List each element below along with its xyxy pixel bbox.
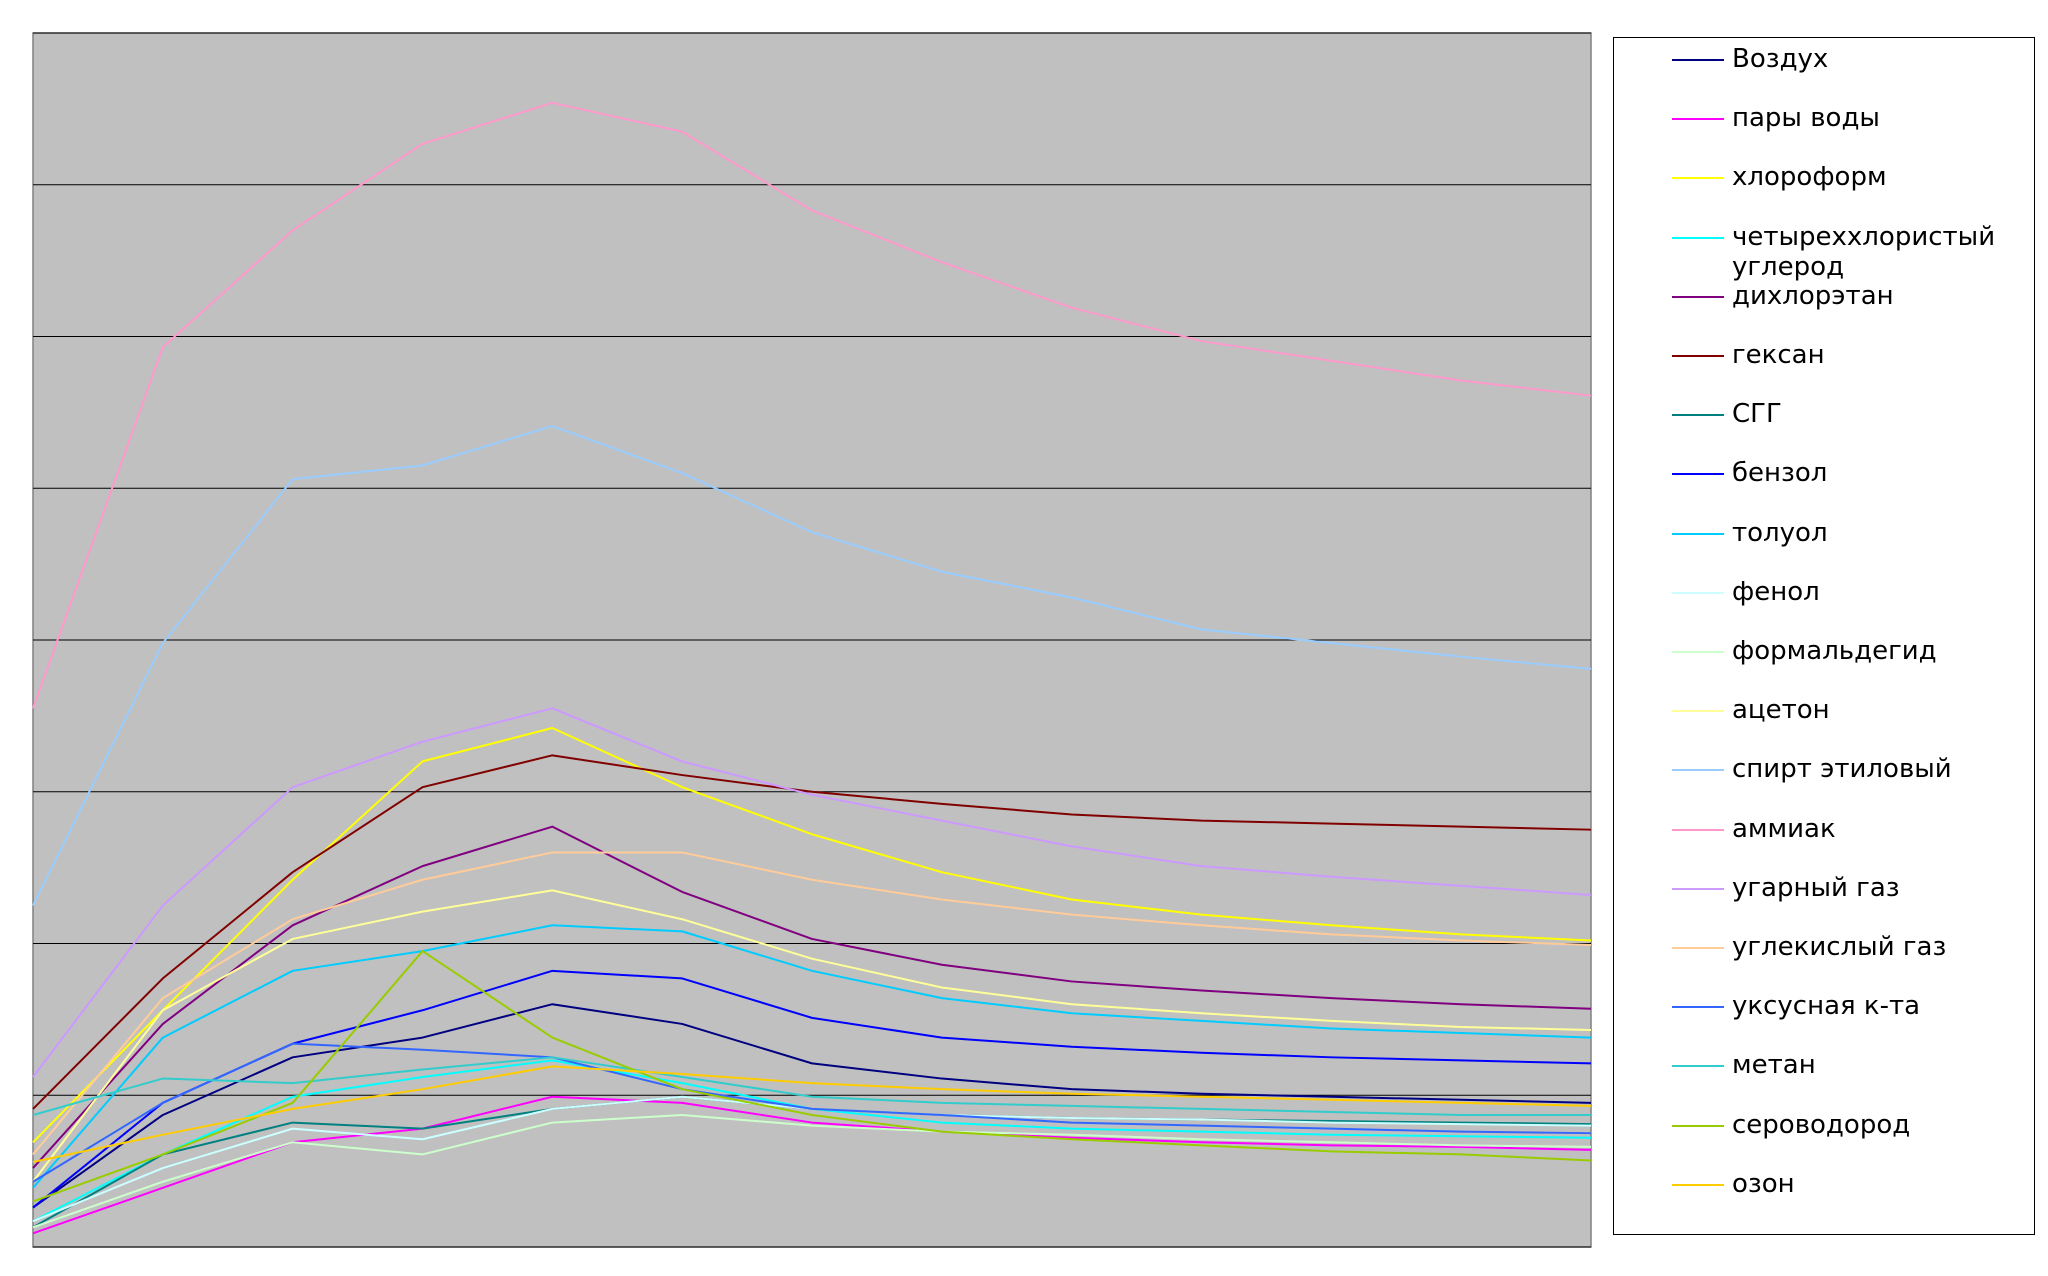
series-line (32, 1042, 1592, 1183)
legend-label: Воздух (1732, 44, 1829, 74)
legend-item: аммиак (1614, 812, 2034, 871)
series-line (32, 950, 1592, 1203)
series-line (32, 425, 1592, 907)
legend-item: формальдегид (1614, 634, 2034, 693)
legend-item: четыреххлористый углерод (1614, 220, 2034, 282)
legend-label: фенол (1732, 576, 1820, 607)
legend-label: спирт этиловый (1732, 754, 1952, 785)
legend-label: хлороформ (1732, 162, 1887, 193)
series-line (32, 1113, 1592, 1229)
legend-item: сероводород (1614, 1108, 2034, 1167)
legend-label: пары воды (1732, 103, 1880, 134)
legend: Воздух пары воды хлороформ четыреххлористый… (1613, 37, 2035, 1235)
legend-label: углекислый газ (1732, 932, 1947, 962)
legend-label: метан (1732, 1050, 1816, 1081)
legend-item: пары воды (1614, 101, 2034, 160)
legend-label: СГГ (1732, 399, 1782, 430)
legend-label: ацетон (1732, 695, 1830, 726)
legend-item: угарный газ (1614, 871, 2034, 930)
series-line (32, 727, 1592, 1143)
legend-swatch (1672, 591, 1724, 594)
legend-item: ацетон (1614, 693, 2034, 752)
legend-swatch (1672, 769, 1724, 772)
legend-swatch (1672, 59, 1724, 61)
legend-swatch (1672, 887, 1724, 890)
legend-swatch (1672, 947, 1724, 949)
legend-swatch (1672, 355, 1724, 357)
legend-item: толуол (1614, 516, 2034, 575)
legend-label: дихлорэтан (1732, 280, 1894, 311)
legend-item: углекислый газ (1614, 930, 2034, 989)
legend-item: дихлорэтан (1614, 279, 2034, 338)
legend-swatch (1672, 651, 1724, 653)
legend-label: сероводород (1732, 1109, 1911, 1140)
legend-item: Воздух (1614, 42, 2034, 101)
legend-item: гексан (1614, 338, 2034, 397)
series-line (32, 101, 1592, 709)
legend-item: уксусная к-та (1614, 989, 2034, 1048)
legend-label: уксусная к-та (1732, 991, 1921, 1022)
legend-label: толуол (1732, 517, 1828, 548)
series-line (32, 754, 1592, 1110)
legend-item: спирт этиловый (1614, 752, 2034, 811)
legend-swatch (1672, 118, 1724, 121)
legend-item: фенол (1614, 575, 2034, 634)
legend-item: озон (1614, 1167, 2034, 1226)
legend-swatch (1672, 177, 1724, 180)
series-line (32, 889, 1592, 1183)
legend-swatch (1672, 1065, 1724, 1068)
legend-label: гексан (1732, 340, 1825, 370)
series-line (32, 851, 1592, 1156)
legend-swatch (1672, 1006, 1724, 1009)
legend-swatch (1672, 236, 1724, 239)
series-line (32, 1056, 1591, 1116)
legend-item: метан (1614, 1048, 2034, 1107)
legend-label: угарный газ (1732, 872, 1900, 903)
legend-swatch (1672, 295, 1724, 298)
legend-label: аммиак (1732, 813, 1836, 844)
legend-swatch (1672, 1183, 1724, 1186)
legend-item: бензол (1614, 456, 2034, 515)
series-line (32, 1065, 1592, 1163)
legend-item: хлороформ (1614, 160, 2034, 219)
legend-label: озон (1732, 1168, 1795, 1199)
series-line (32, 924, 1592, 1189)
legend-swatch (1672, 1124, 1724, 1127)
legend-swatch (1672, 414, 1724, 417)
series-line (32, 825, 1592, 1169)
legend-label: бензол (1732, 458, 1828, 489)
series-line (32, 1003, 1592, 1209)
legend-label: формальдегид (1732, 636, 1937, 666)
series-line (32, 707, 1592, 1078)
legend-swatch (1672, 473, 1724, 476)
legend-label: четыреххлористый углерод (1732, 221, 1996, 282)
legend-item: СГГ (1614, 397, 2034, 456)
legend-swatch (1672, 828, 1724, 831)
legend-swatch (1672, 710, 1724, 713)
legend-swatch (1672, 532, 1724, 535)
